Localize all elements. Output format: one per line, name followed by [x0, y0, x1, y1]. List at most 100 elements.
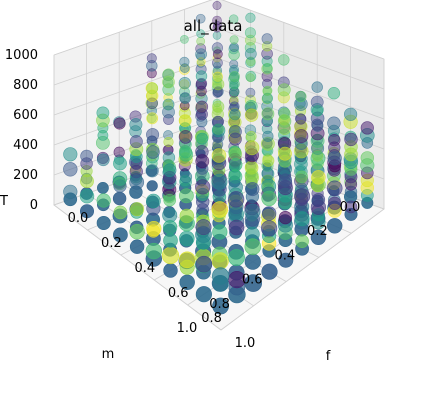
scatter-point	[178, 251, 196, 269]
scatter-point	[146, 97, 158, 110]
y-tick-label: 0.8	[201, 311, 222, 326]
x-tick-label: 0.0	[340, 200, 361, 215]
scatter-point	[327, 116, 341, 130]
y-tick-label: 1.0	[235, 336, 256, 351]
scatter-point	[229, 35, 239, 45]
scatter-point	[161, 246, 180, 265]
z-tick-label: 600	[13, 108, 38, 123]
scatter-point	[97, 153, 110, 167]
scatter-point	[262, 154, 275, 167]
scatter-point	[262, 130, 274, 142]
scatter-point	[277, 83, 291, 97]
scatter-point	[262, 92, 273, 104]
scatter-point	[195, 70, 208, 82]
scatter-point	[212, 78, 225, 91]
scatter-point	[211, 57, 223, 69]
scatter-point	[63, 184, 78, 199]
scatter-point	[179, 170, 193, 184]
scatter-point	[229, 71, 240, 82]
scatter-point	[328, 196, 342, 210]
scatter-point	[145, 242, 163, 260]
scatter-point	[146, 221, 162, 237]
scatter-point	[97, 122, 109, 134]
gridline-t-right	[221, 0, 385, 60]
data-points	[63, 1, 375, 315]
scatter-point	[245, 73, 255, 83]
scatter-point	[277, 76, 290, 89]
scatter-point	[310, 229, 327, 246]
scatter-point	[326, 180, 343, 197]
scatter-point	[163, 163, 177, 177]
scatter-point	[278, 211, 293, 225]
scatter-point	[195, 179, 211, 195]
scatter-point	[162, 98, 175, 111]
scatter-point	[211, 148, 227, 163]
z-tick-label: 0	[30, 198, 38, 213]
scatter-point	[278, 107, 291, 120]
scatter-point	[178, 114, 192, 127]
scatter-point	[179, 208, 195, 224]
scatter-point	[244, 27, 256, 39]
scatter-point	[311, 193, 326, 207]
gridline-m-floor	[53, 204, 222, 331]
scatter-point	[129, 118, 143, 132]
scatter-point	[261, 190, 277, 207]
chart-title: all_data	[184, 17, 243, 36]
scatter-point	[278, 146, 292, 161]
scatter-point	[97, 129, 109, 141]
y-tick-label: 0.2	[101, 236, 122, 251]
z-tick-label: 1000	[5, 48, 38, 63]
scatter-point	[146, 112, 159, 125]
gridline-f-floor	[220, 208, 385, 331]
scatter-point	[261, 33, 273, 45]
scatter-point	[163, 220, 178, 235]
scatter-point	[244, 108, 259, 122]
scatter-point	[179, 147, 194, 162]
scatter-point	[262, 85, 273, 96]
scatter-point	[244, 253, 261, 270]
scatter-point	[244, 34, 256, 46]
scatter-point	[195, 219, 212, 236]
scatter-point	[146, 193, 161, 209]
scatter-point	[360, 151, 374, 165]
scatter-point	[195, 286, 212, 303]
scatter-point	[179, 230, 195, 247]
scatter-point	[229, 42, 239, 53]
scatter-point	[312, 105, 324, 117]
scatter-point	[163, 114, 174, 125]
scatter-point	[129, 224, 145, 240]
scatter-point	[261, 206, 277, 221]
gridline-t-left	[53, 0, 213, 56]
scatter-point	[212, 31, 222, 40]
scatter-point	[113, 205, 128, 220]
scatter-point	[63, 162, 78, 177]
x-axis-label: m	[102, 347, 115, 362]
scatter-point	[328, 134, 341, 147]
scatter-point	[179, 274, 195, 290]
scatter-point	[130, 202, 145, 217]
scatter-point	[196, 29, 206, 39]
scatter-point	[163, 233, 178, 248]
scatter-point	[295, 170, 309, 184]
scatter-point	[211, 201, 229, 218]
scatter-point	[195, 108, 208, 121]
scatter-point	[295, 113, 307, 125]
scatter-point	[344, 132, 358, 147]
gridline-t-left	[53, 57, 218, 116]
scatter-point	[245, 87, 256, 98]
scatter-point	[129, 174, 145, 190]
scatter-point	[146, 145, 160, 159]
x-tick-label: 1.0	[177, 321, 198, 336]
scatter-point	[96, 216, 111, 231]
scatter-point	[178, 130, 193, 144]
scatter-point	[229, 109, 241, 121]
scatter-point	[212, 1, 222, 10]
scatter-point	[294, 129, 309, 144]
scatter-point	[180, 63, 190, 73]
scatter-point	[195, 255, 213, 273]
scatter-point	[227, 191, 245, 208]
scatter-point	[63, 147, 78, 162]
scatter-point	[212, 49, 223, 60]
scatter-point	[163, 193, 176, 207]
